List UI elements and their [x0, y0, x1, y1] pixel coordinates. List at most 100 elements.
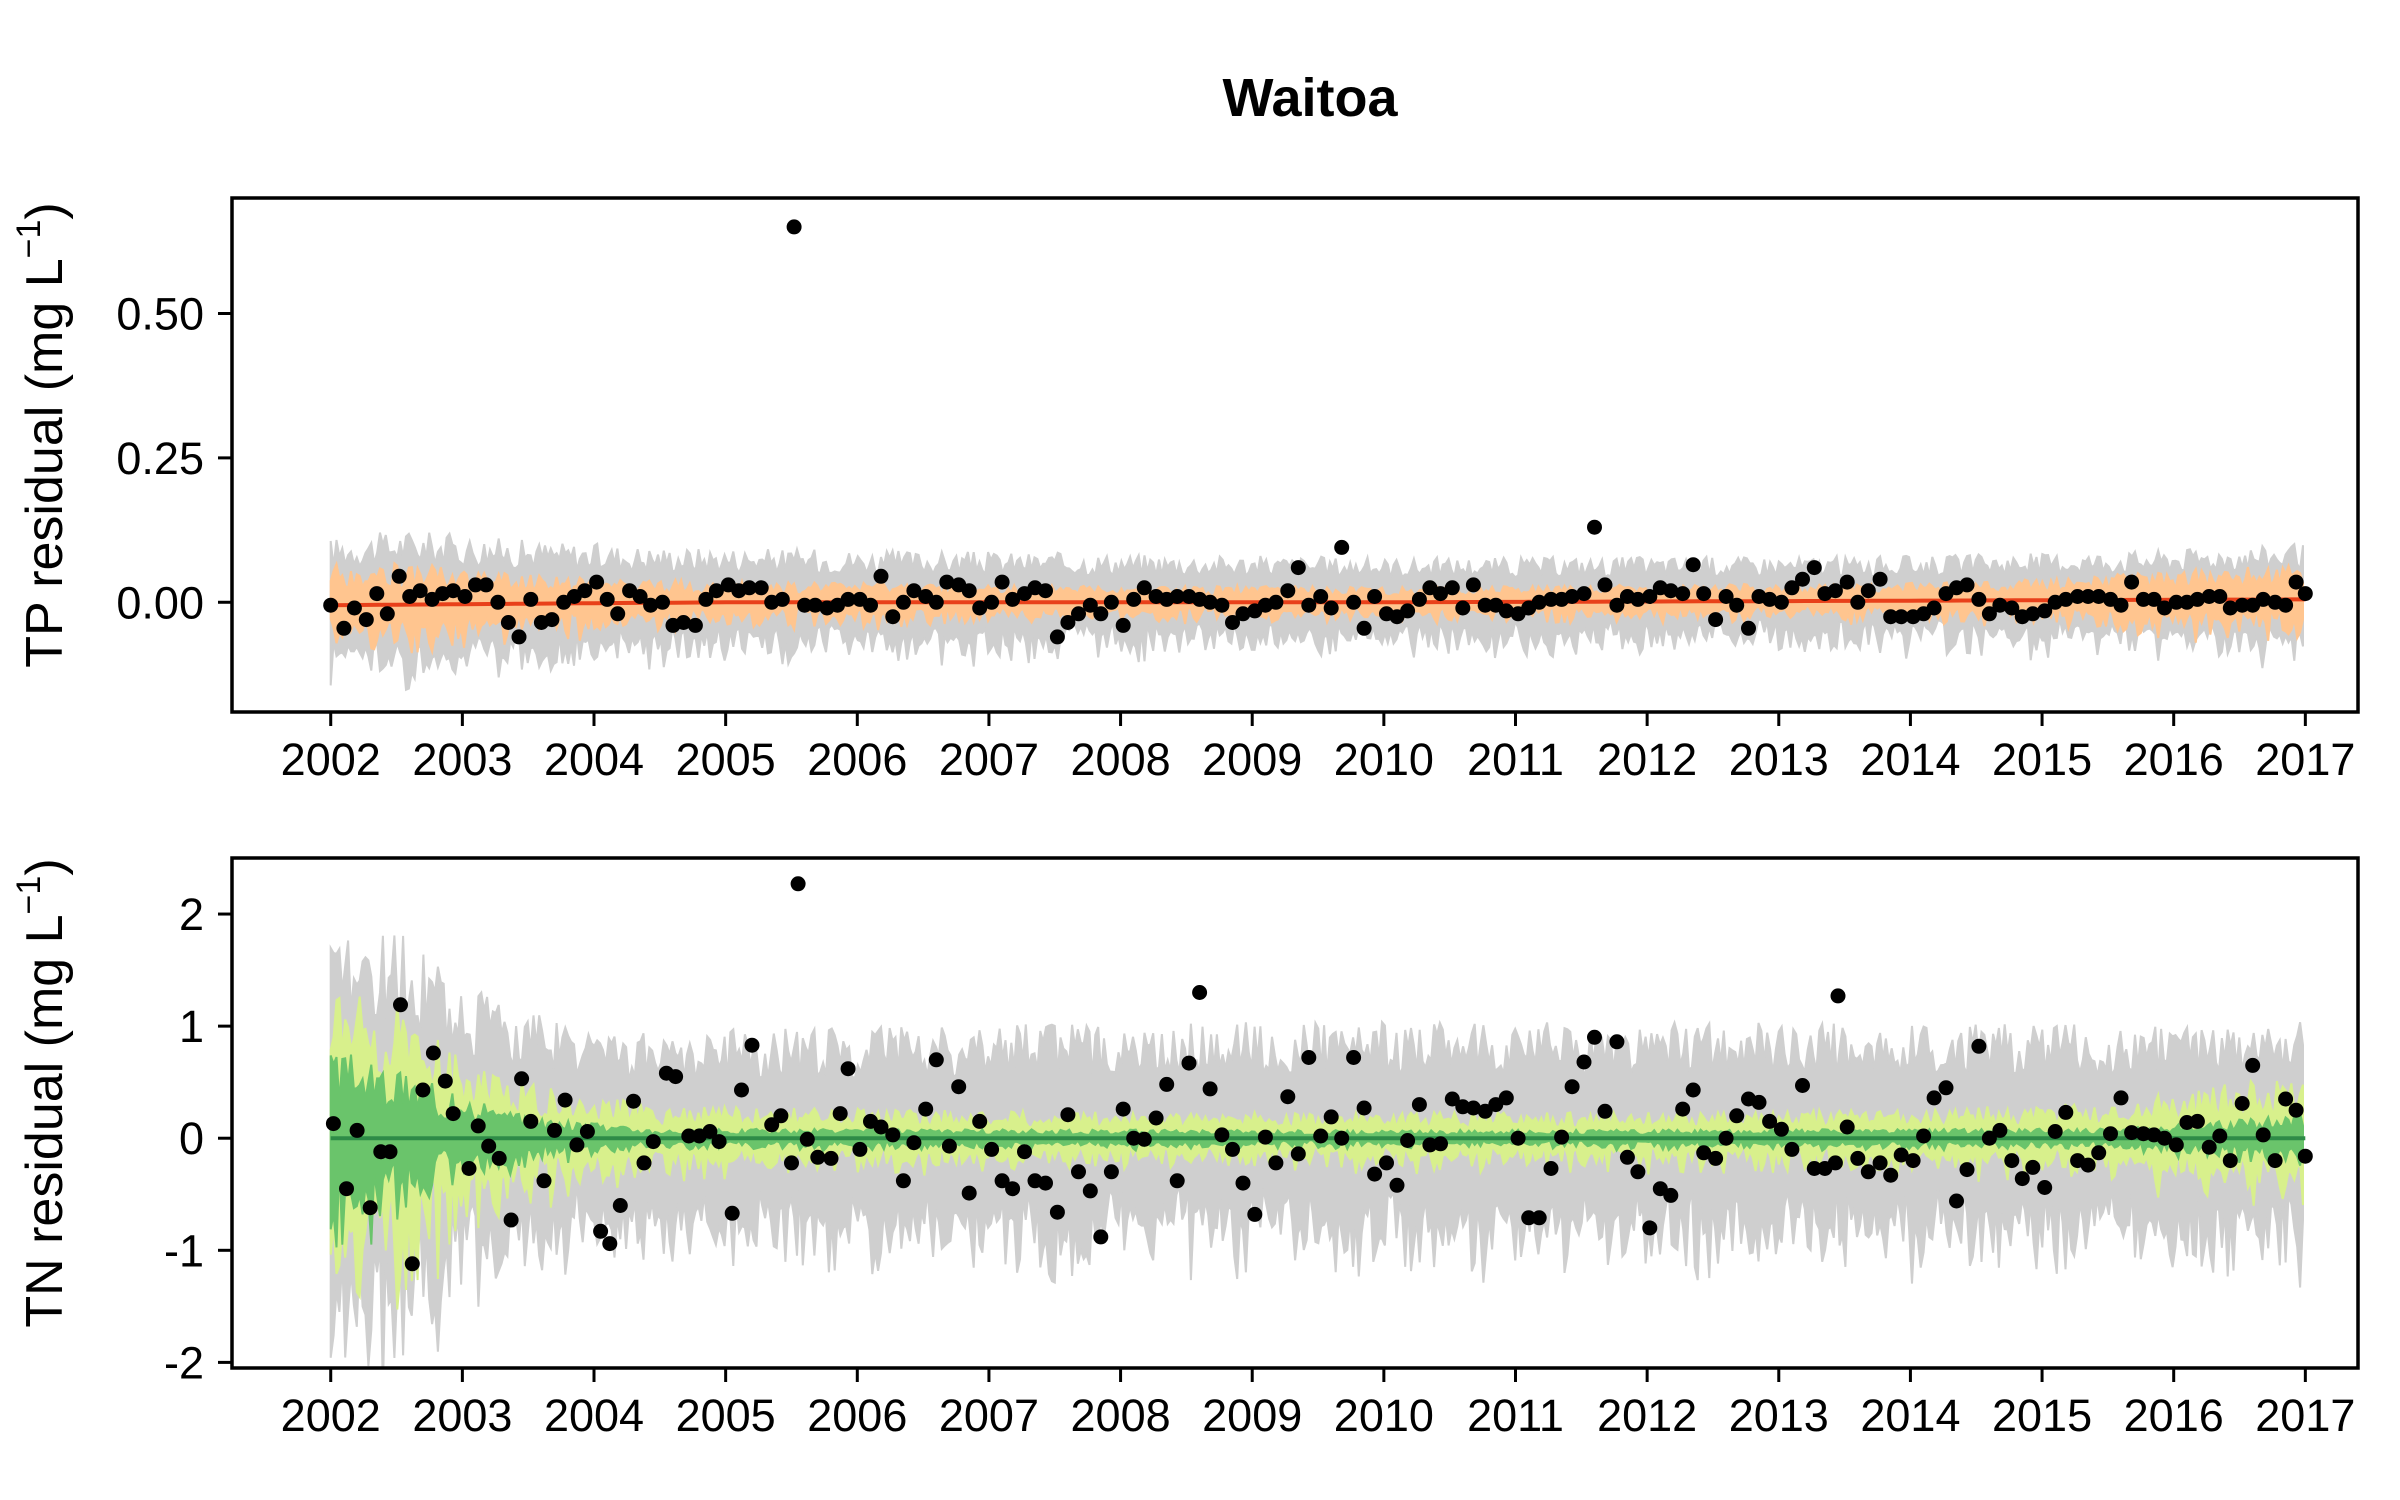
tn-residual-point	[1323, 1109, 1339, 1125]
tn-residual-point	[636, 1155, 652, 1171]
tp-residual-point	[1992, 597, 2008, 613]
tn-residual-point	[1202, 1081, 1218, 1097]
tn-residual-point	[764, 1117, 780, 1133]
tn-residual-point	[984, 1141, 1000, 1157]
tn-residual-point	[2189, 1113, 2205, 1129]
tp-residual-point	[610, 606, 626, 622]
tn-residual-point	[1235, 1175, 1251, 1191]
tp-residual-point	[741, 580, 757, 596]
tp-residual-point	[939, 574, 955, 590]
tn-residual-point	[2278, 1091, 2294, 1107]
tn-residual-point	[906, 1135, 922, 1151]
tn-residual-point	[557, 1092, 573, 1108]
tp-inner-envelope	[329, 560, 2304, 656]
tn-x-tick-label: 2006	[807, 1390, 907, 1441]
tp-residual-point	[1082, 597, 1098, 613]
tn-residual-point	[491, 1150, 507, 1166]
tn-y-tick-label: -2	[164, 1337, 204, 1388]
tn-residual-point	[1247, 1206, 1263, 1222]
tp-residual-point	[500, 615, 516, 630]
tp-residual-point	[1202, 594, 1218, 610]
tp-residual-point	[1597, 577, 1613, 593]
tp-residual-point	[2212, 589, 2228, 604]
tp-residual-point	[1630, 591, 1646, 607]
tp-residual-point	[1959, 577, 1975, 593]
tn-residual-point	[1543, 1161, 1559, 1176]
tp-residual-point	[676, 615, 691, 630]
tn-residual-point	[1225, 1141, 1240, 1157]
tn-residual-point	[2058, 1104, 2074, 1120]
tn-residual-point	[1806, 1161, 1822, 1176]
tn-residual-point	[1773, 1121, 1789, 1137]
tp-residual-point	[873, 568, 889, 584]
tp-residual-point	[1642, 589, 1658, 604]
tp-residual-point	[1762, 591, 1778, 607]
tn-residual-point	[339, 1181, 354, 1197]
tn-residual-point	[1685, 1082, 1701, 1098]
tn-residual-point	[702, 1124, 718, 1139]
tp-residual-point	[840, 591, 856, 607]
tn-residual-point	[382, 1144, 398, 1160]
tn-residual-point	[840, 1061, 856, 1077]
tn-residual-point	[579, 1124, 595, 1139]
tp-residual-point	[1806, 560, 1822, 576]
tn-residual-point	[1192, 985, 1208, 1000]
tn-residual-point	[325, 1116, 341, 1132]
tn-residual-point	[1257, 1129, 1273, 1145]
tn-residual-point	[514, 1071, 530, 1087]
tp-residual-point	[379, 606, 395, 622]
tp-x-tick-label: 2002	[281, 734, 381, 785]
tp-residual-point	[1038, 583, 1053, 599]
tn-residual-point	[1159, 1076, 1175, 1092]
tp-x-tick-label: 2003	[412, 734, 512, 785]
tp-residual-point	[1981, 606, 1997, 622]
tn-residual-point	[668, 1069, 684, 1085]
tp-residual-point	[2278, 597, 2294, 613]
tp-residual-point	[1225, 615, 1240, 630]
tn-residual-point	[1675, 1101, 1691, 1117]
tp-residual-point	[708, 583, 724, 599]
tn-residual-point	[1893, 1147, 1909, 1163]
tn-residual-point	[1433, 1136, 1448, 1152]
tn-residual-point	[1576, 1054, 1592, 1070]
tn-residual-point	[1379, 1155, 1394, 1171]
tn-residual-point	[1356, 1100, 1372, 1116]
tp-residual-point	[687, 617, 703, 633]
tp-residual-point	[2189, 591, 2205, 607]
tn-residual-point	[461, 1161, 477, 1176]
tp-residual-point	[490, 594, 506, 610]
tn-residual-point	[2124, 1125, 2140, 1141]
tn-residual-point	[951, 1079, 967, 1095]
tn-residual-point	[1103, 1164, 1119, 1180]
tp-residual-point	[1971, 591, 1987, 607]
tp-y-axis-label: TP residual (mg L−1)	[10, 202, 74, 668]
tp-residual-point	[928, 594, 944, 610]
tn-residual-point	[918, 1101, 934, 1117]
tn-residual-point	[1465, 1100, 1481, 1116]
tp-residual-point	[336, 620, 352, 636]
tn-residual-point	[852, 1141, 868, 1157]
tn-residual-point	[1938, 1080, 1954, 1096]
tn-residual-point	[1521, 1210, 1537, 1226]
tp-residual-point	[1280, 583, 1296, 599]
tn-residual-point	[832, 1106, 848, 1122]
tp-residual-point	[1883, 609, 1899, 625]
tn-y-tick-label: 0	[179, 1113, 204, 1164]
tp-residual-point	[1741, 620, 1756, 636]
tn-residual-point	[1795, 1078, 1810, 1093]
tp-residual-point	[1290, 560, 1306, 576]
tn-residual-point	[2004, 1153, 2020, 1169]
tn-residual-point	[1060, 1107, 1076, 1123]
tn-residual-point	[885, 1127, 901, 1143]
tn-residual-point	[425, 1045, 441, 1061]
tn-x-tick-label: 2016	[2124, 1390, 2224, 1441]
tp-residual-point	[2091, 589, 2107, 604]
tp-residual-point	[632, 589, 648, 604]
tn-residual-point	[1181, 1055, 1197, 1071]
tn-residual-point	[393, 997, 408, 1013]
tn-residual-point	[1981, 1130, 1997, 1146]
tp-residual-point	[2146, 591, 2162, 607]
tp-residual-point	[1049, 629, 1065, 645]
tp-x-tick-label: 2009	[1202, 734, 1302, 785]
tn-residual-point	[2103, 1126, 2118, 1142]
